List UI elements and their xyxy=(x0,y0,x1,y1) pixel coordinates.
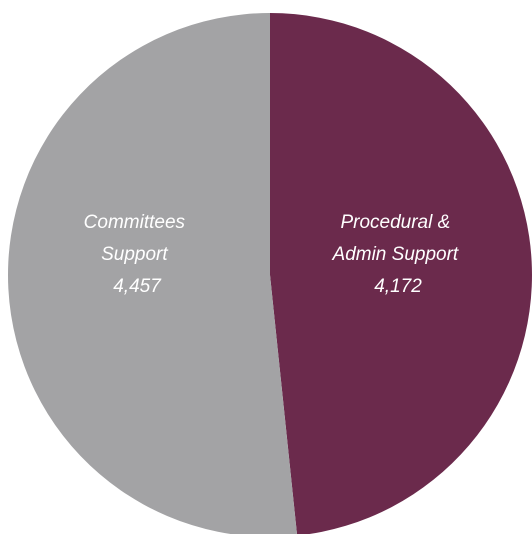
pie-slice-1 xyxy=(7,13,297,534)
slice-value-procedural-admin: 4,172 xyxy=(374,276,422,297)
slice-value-committees: 4,457 xyxy=(113,276,162,297)
slice-label-procedural-admin-line-1: Procedural & xyxy=(340,212,450,233)
slice-label-committees-line-1: Committees xyxy=(84,212,186,233)
slice-label-procedural-admin-line-2: Admin Support xyxy=(332,244,459,265)
pie-slice-0 xyxy=(270,13,532,534)
slice-label-committees: Committees Support 4,457 xyxy=(84,212,191,297)
slice-label-committees-line-2: Support xyxy=(101,244,168,265)
pie-slices xyxy=(7,13,532,534)
slice-label-procedural-admin: Procedural & Admin Support 4,172 xyxy=(332,212,464,297)
